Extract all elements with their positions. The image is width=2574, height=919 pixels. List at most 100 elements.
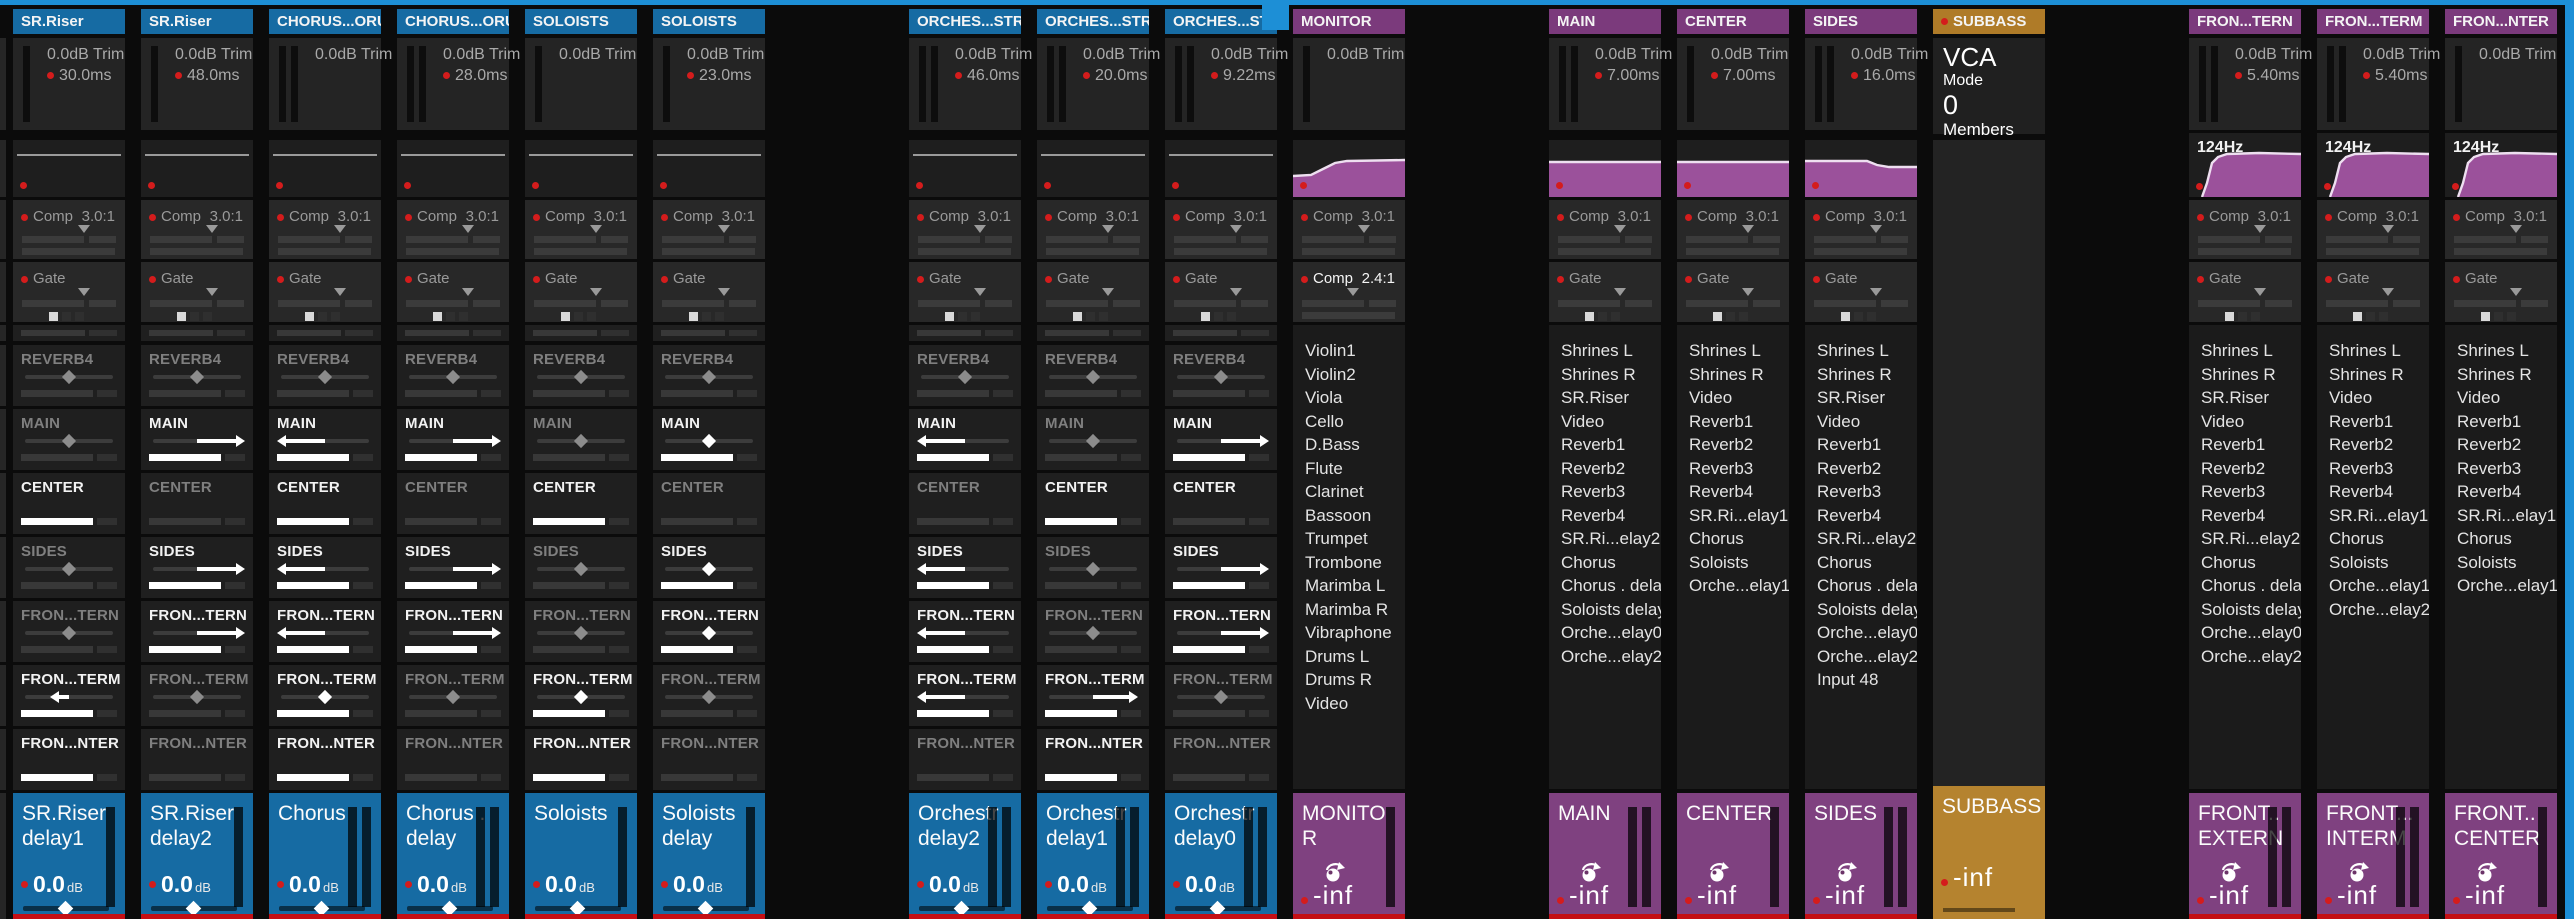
pan-diamond-handle[interactable] (189, 689, 205, 705)
comp-threshold-arrow-icon[interactable] (205, 225, 218, 233)
compressor-box[interactable]: Comp 3.0:1 (2317, 200, 2429, 259)
track-name-box[interactable]: Orchestr delay1 0.0 dB (1037, 793, 1149, 919)
gate-box[interactable]: Gate (2445, 262, 2557, 322)
send-level-bar[interactable] (277, 390, 349, 397)
send-level-bar[interactable] (21, 518, 93, 525)
send-row-sides[interactable]: SIDES (141, 537, 253, 598)
receive-item[interactable]: Reverb4 (2329, 482, 2394, 501)
eq-box[interactable] (13, 140, 125, 197)
receive-item[interactable]: Reverb4 (1817, 505, 1882, 525)
send-row-fron-tern[interactable]: FRON...TERN (1165, 601, 1277, 662)
send-row-fron-tern[interactable]: FRON...TERN (909, 601, 1021, 662)
send-row-fron-nter[interactable]: FRON...NTER (525, 729, 637, 790)
parent-send-bar[interactable] (653, 325, 765, 341)
fader-db-value[interactable]: 0.0 dB (277, 871, 339, 898)
eq-box[interactable] (525, 140, 637, 197)
comp-threshold-arrow-icon[interactable] (589, 225, 602, 233)
fader-db-value[interactable]: 0.0 dB (533, 871, 595, 898)
receive-item[interactable]: Soloists delay (1817, 599, 1917, 619)
trim-value[interactable]: 0.0dB Trim (2479, 46, 2556, 64)
pan-arrow-handle[interactable] (1259, 435, 1269, 447)
receive-item[interactable]: Flute (1305, 458, 1343, 478)
horizontal-scrollbar-thumb-end[interactable] (1262, 0, 1289, 30)
send-pan-slider[interactable] (281, 631, 369, 635)
receive-item[interactable]: Orche...elay2 (1817, 646, 1917, 666)
delay-value[interactable]: 30.0ms (47, 67, 124, 85)
send-row-center[interactable]: CENTER (13, 473, 125, 534)
receive-item[interactable]: Orche...elay1 (2329, 576, 2429, 595)
pan-arrow-handle[interactable] (277, 563, 287, 575)
receive-item[interactable]: Shrines R (2201, 364, 2276, 384)
receive-item[interactable]: Chorus (1817, 552, 1872, 572)
receive-item[interactable]: Vibraphone (1305, 623, 1392, 642)
gate-threshold-arrow-icon[interactable] (1229, 288, 1242, 296)
send-row-main[interactable]: MAIN (653, 409, 765, 470)
gate-box[interactable]: Gate (525, 262, 637, 322)
receive-item[interactable]: Reverb2 (1817, 458, 1882, 478)
pan-arrow-handle[interactable] (235, 435, 245, 447)
receive-item[interactable]: Shrines L (2457, 341, 2529, 360)
send-row-fron-term[interactable]: FRON...TERM (653, 665, 765, 726)
send-level-bar[interactable] (21, 774, 93, 781)
receive-item[interactable]: Shrines R (2329, 364, 2404, 384)
track-name-box[interactable]: Chorus . delay 0.0 dB (397, 793, 509, 919)
pan-diamond-handle[interactable] (1213, 369, 1229, 385)
trim-box[interactable]: 0.0dB Trim 7.00ms (1677, 38, 1789, 130)
send-row-center[interactable]: CENTER (909, 473, 1021, 534)
gate-threshold-arrow-icon[interactable] (77, 288, 90, 296)
receive-item[interactable]: Shrines R (2457, 364, 2532, 384)
send-row-sides[interactable]: SIDES (525, 537, 637, 598)
compressor-box[interactable]: Comp 3.0:1 (653, 200, 765, 259)
send-pan-slider[interactable] (921, 631, 1009, 635)
strip-header[interactable]: SOLOISTS (653, 9, 765, 34)
send-level-bar[interactable] (1045, 774, 1117, 781)
send-row-center[interactable]: CENTER (1165, 473, 1277, 534)
pan-diamond-handle[interactable] (61, 369, 77, 385)
send-pan-slider[interactable] (281, 439, 369, 443)
strip-header[interactable]: CHORUS...ORUS R (397, 9, 509, 34)
comp-threshold-arrow-icon[interactable] (1346, 288, 1359, 296)
strip-header[interactable]: FRON...NTER (2445, 9, 2557, 34)
pan-diamond-handle[interactable] (573, 433, 589, 449)
send-row-main[interactable]: MAIN (1165, 409, 1277, 470)
fader-db-value[interactable]: -inf (2453, 880, 2505, 911)
fader-db-value[interactable]: -inf (1813, 880, 1865, 911)
compressor-box[interactable]: Comp 3.0:1 (1805, 200, 1917, 259)
gate-threshold-arrow-icon[interactable] (589, 288, 602, 296)
send-level-bar[interactable] (1045, 710, 1117, 717)
compressor-box[interactable]: Comp 3.0:1 (1037, 200, 1149, 259)
pan-arrow-handle[interactable] (917, 563, 927, 575)
trim-box[interactable]: 0.0dB Trim (1293, 38, 1405, 130)
receive-item[interactable]: Viola (1305, 388, 1343, 407)
send-level-bar[interactable] (1045, 390, 1117, 397)
parent-send-bar[interactable] (397, 325, 509, 341)
track-name-box[interactable]: Soloists delay 0.0 dB (653, 793, 765, 919)
delay-value[interactable]: 23.0ms (687, 67, 764, 85)
send-row-sides[interactable]: SIDES (909, 537, 1021, 598)
trim-value[interactable]: 0.0dB Trim 9.22ms (1211, 46, 1288, 85)
send-row-reverb4[interactable]: REVERB4 (1165, 345, 1277, 406)
pan-arrow-handle[interactable] (277, 627, 287, 639)
strip-header[interactable]: SUBBASS (1933, 9, 2045, 34)
strip-header[interactable]: MONITOR (1293, 9, 1405, 34)
receive-item[interactable]: Reverb4 (1561, 505, 1626, 525)
receive-item[interactable]: Input 48 (1817, 670, 1879, 689)
trim-value[interactable]: 0.0dB Trim 5.40ms (2363, 46, 2440, 85)
receive-item[interactable]: Reverb1 (2457, 411, 2522, 431)
receive-item[interactable]: SR.Ri...elay1 (1689, 505, 1789, 525)
fader-db-value[interactable]: 0.0 dB (1045, 871, 1107, 898)
gate-threshold-arrow-icon[interactable] (973, 288, 986, 296)
send-level-bar[interactable] (533, 774, 605, 781)
receive-item[interactable]: Reverb4 (1689, 482, 1754, 501)
send-row-main[interactable]: MAIN (13, 409, 125, 470)
eq-box[interactable]: 124Hz (2445, 133, 2557, 197)
compressor-box[interactable]: Comp 3.0:1 (141, 200, 253, 259)
compressor-box[interactable]: Comp 3.0:1 (909, 200, 1021, 259)
send-level-bar[interactable] (533, 582, 605, 589)
send-level-bar[interactable] (1173, 710, 1245, 717)
fader-db-value[interactable]: -inf (1685, 880, 1737, 911)
send-level-bar[interactable] (661, 710, 733, 717)
delay-value[interactable]: 20.0ms (1083, 67, 1160, 85)
comp-threshold-arrow-icon[interactable] (717, 225, 730, 233)
receive-item[interactable]: SR.Ri...elay1 (2329, 505, 2429, 525)
